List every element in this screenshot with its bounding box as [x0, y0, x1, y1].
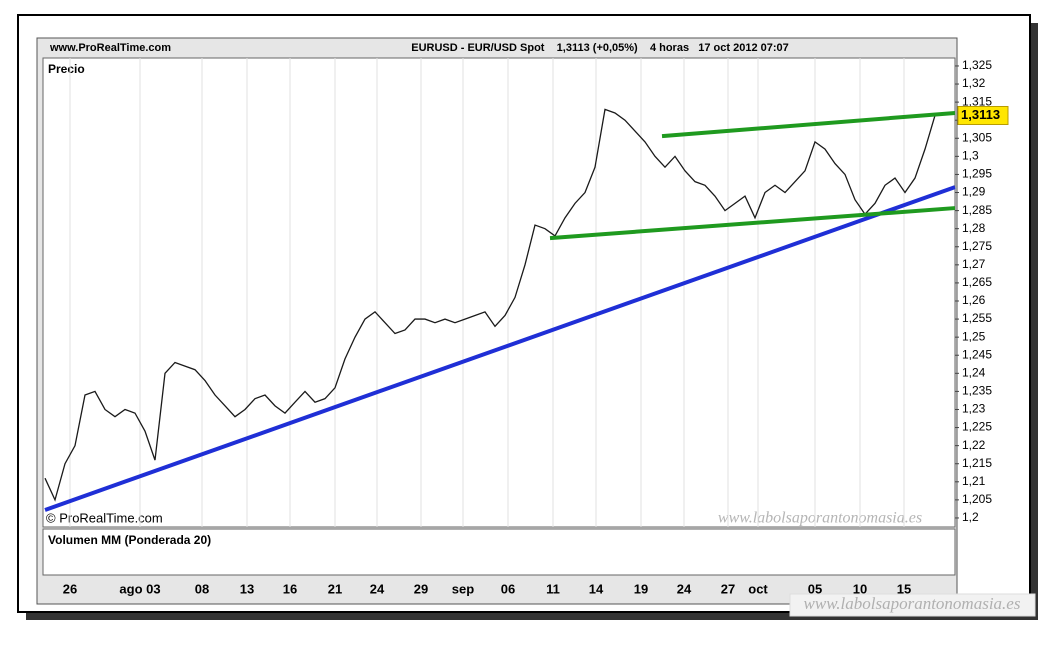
x-tick-label: 14	[589, 581, 604, 596]
y-tick-label: 1,26	[962, 293, 986, 307]
volume-panel	[42, 528, 956, 576]
y-tick-label: 1,325	[962, 58, 992, 72]
y-tick-label: 1,2	[962, 510, 979, 524]
panel-label: Volumen MM (Ponderada 20)	[48, 533, 211, 547]
x-tick-label: 24	[677, 581, 692, 596]
x-tick-label: 15	[897, 581, 911, 596]
y-tick-label: 1,28	[962, 221, 986, 235]
x-tick-label: 16	[283, 581, 297, 596]
x-tick-label: 08	[195, 581, 209, 596]
copyright: © ProRealTime.com	[46, 510, 163, 525]
last-price-box	[957, 105, 1009, 125]
y-tick-label: 1,215	[962, 456, 992, 470]
x-tick-label: 11	[546, 581, 560, 596]
y-tick-label: 1,285	[962, 203, 992, 217]
x-tick-label: 05	[808, 581, 822, 596]
x-tick-label: 27	[721, 581, 735, 596]
y-tick-label: 1,32	[962, 76, 986, 90]
y-tick-label: 1,235	[962, 384, 992, 398]
y-tick-label: 1,265	[962, 275, 992, 289]
instrument: EURUSD - EUR/USD Spot 1,3113 (+0,05%) 4 …	[411, 42, 789, 54]
y-tick-label: 1,27	[962, 257, 986, 271]
y-tick-label: 1,305	[962, 130, 992, 144]
y-tick-label: 1,29	[962, 185, 986, 199]
y-tick-label: 1,255	[962, 311, 992, 325]
y-tick-label: 1,315	[962, 94, 992, 108]
trendline	[549, 206, 956, 241]
x-tick-label: 13	[240, 581, 254, 596]
last-price-label: 1,3113	[961, 107, 1000, 122]
y-tick-label: 1,21	[962, 474, 986, 488]
x-tick-label: 06	[501, 581, 515, 596]
y-tick-label: 1,275	[962, 239, 992, 253]
x-tick-label: 29	[414, 581, 428, 596]
x-tick-label: ago 03	[119, 581, 160, 596]
y-tick-label: 1,3	[962, 149, 979, 163]
y-tick-label: 1,245	[962, 347, 992, 361]
panel-label: Precio	[48, 62, 85, 76]
x-tick-label: 24	[370, 581, 385, 596]
y-tick-label: 1,225	[962, 420, 992, 434]
watermark-box	[789, 593, 1036, 617]
y-tick-label: 1,205	[962, 492, 992, 506]
y-tick-label: 1,295	[962, 167, 992, 181]
price-panel	[42, 57, 956, 528]
x-tick-label: 26	[63, 581, 77, 596]
y-tick-label: 1,22	[962, 438, 986, 452]
x-tick-label: sep	[452, 581, 474, 596]
watermark: www.labolsaporantonomasia.es	[718, 510, 922, 527]
watermark: www.labolsaporantonomasia.es	[804, 594, 1021, 613]
x-tick-label: 19	[634, 581, 648, 596]
y-tick-label: 1,25	[962, 329, 986, 343]
trendline	[661, 110, 956, 139]
x-tick-label: oct	[748, 581, 768, 596]
y-tick-label: 1,24	[962, 365, 986, 379]
trendline	[44, 185, 956, 512]
y-tick-label: 1,23	[962, 402, 986, 416]
site: www.ProRealTime.com	[49, 42, 171, 54]
x-tick-label: 10	[853, 581, 867, 596]
x-tick-label: 21	[328, 581, 342, 596]
price-line	[44, 108, 936, 502]
